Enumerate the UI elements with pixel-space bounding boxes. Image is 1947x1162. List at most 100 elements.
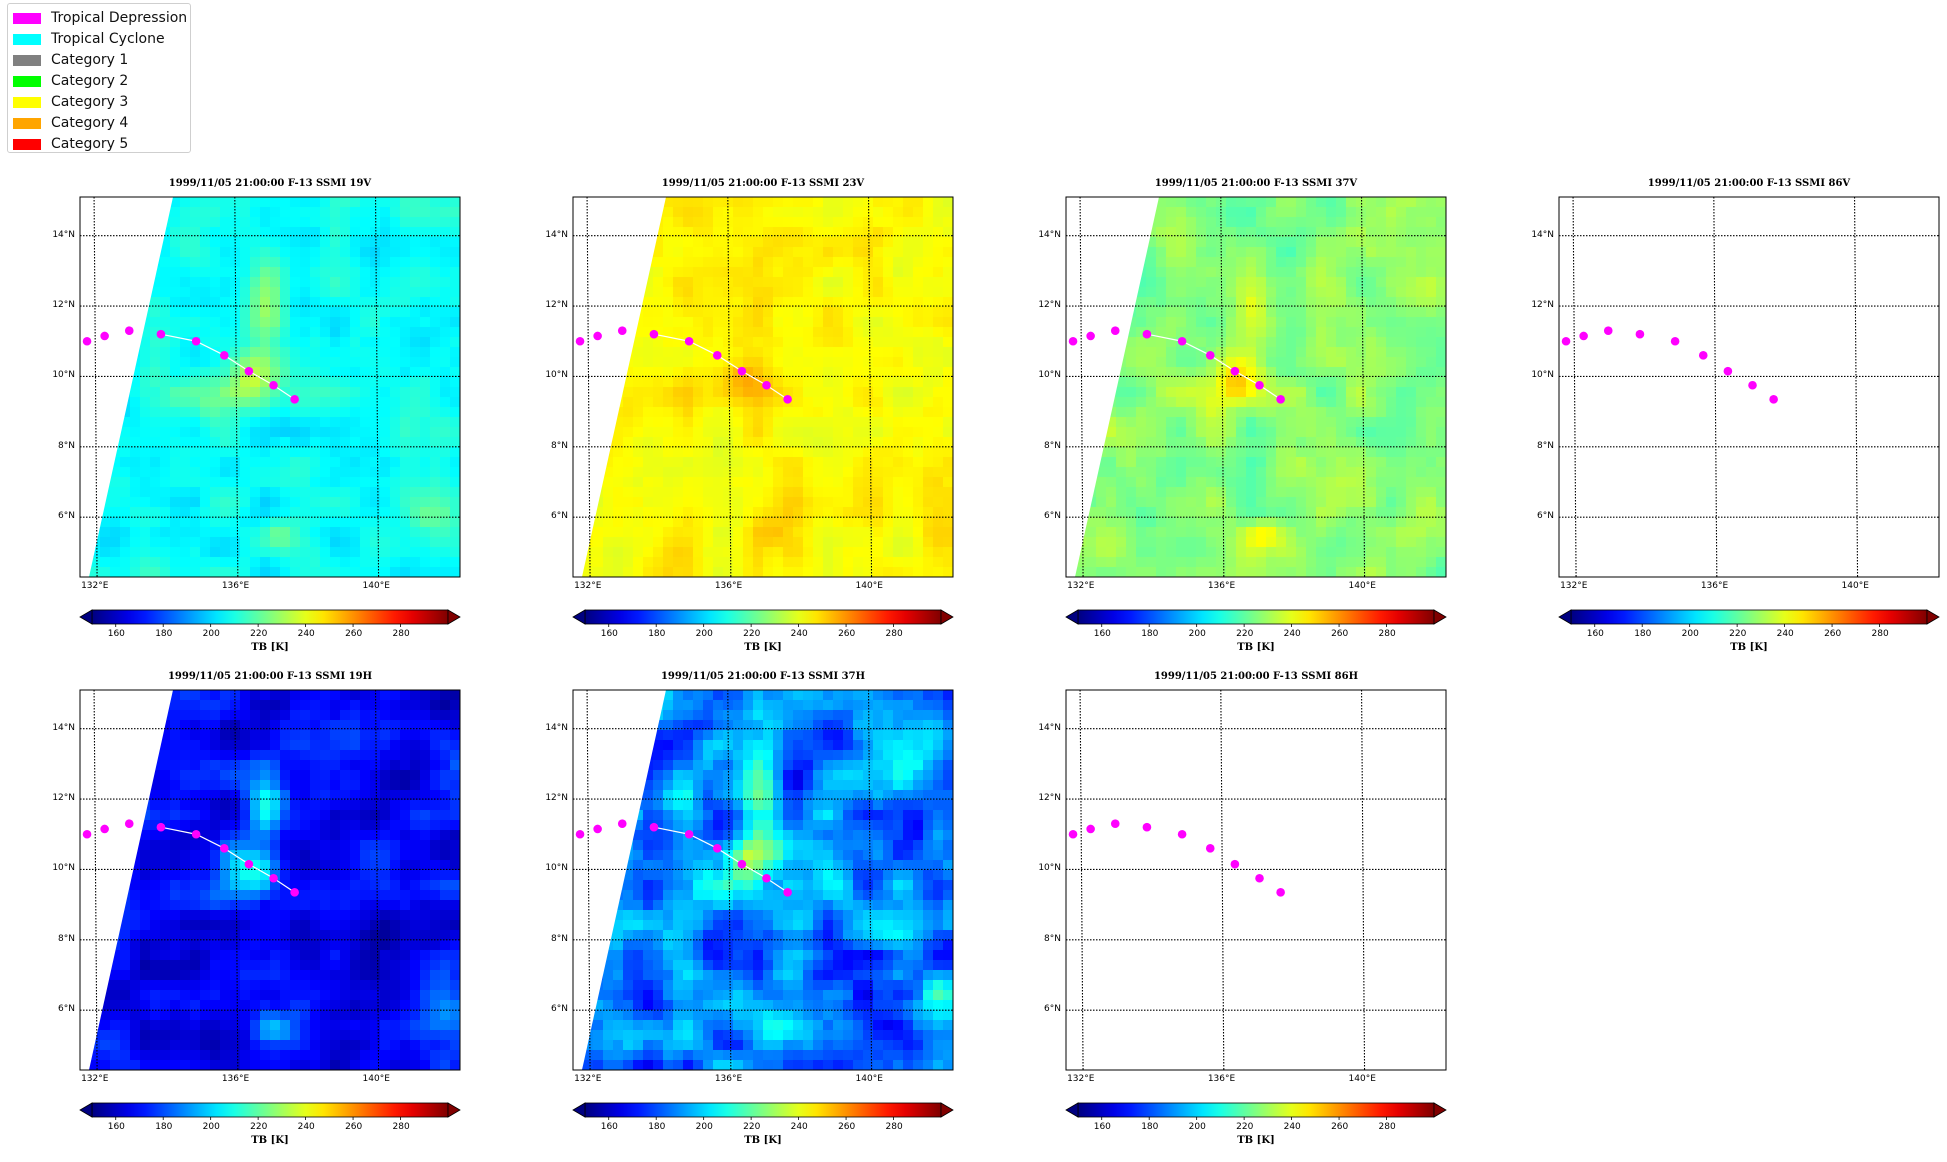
track-point [783,888,792,897]
colorbar-tick-label: 260 [1331,1122,1349,1132]
colorbar-tick-label: 280 [1871,629,1889,639]
track-point [1276,888,1285,897]
track-point [1723,366,1733,376]
y-tick-label: 14°N [545,229,568,240]
track-point [1748,380,1757,390]
meridian-line [1854,197,1859,577]
colorbar-tick-label: 180 [1141,1122,1159,1132]
track-point [1142,329,1152,339]
colorbar-tick-label: 180 [155,1122,173,1132]
track-point [100,331,109,341]
track-point [649,822,659,832]
track-point [737,859,747,869]
track-point [1142,822,1152,832]
colorbar-label: TB [K] [744,1135,782,1146]
x-tick-label: 132°E [81,581,109,591]
panel-title: 1999/11/05 21:00:00 F-13 SSMI 37H [660,671,866,682]
x-tick-label: 140°E [362,581,390,591]
map-svg [572,689,954,1120]
x-tick-label: 140°E [855,1074,883,1084]
colorbar-tick-label: 200 [202,629,220,639]
tb-field [573,197,953,577]
map-panel-86v: 1999/11/05 21:00:00 F-13 SSMI 86V 6°N 8°N 1… [1479,178,1947,668]
colorbar-tick-label: 240 [297,1122,315,1132]
y-tick-label: 10°N [52,863,75,874]
swath-gap [573,690,666,1070]
map-panel-23v: 1999/11/05 21:00:00 F-13 SSMI 23V 6°N 8°N 1… [493,178,963,668]
map-panel-19h: 1999/11/05 21:00:00 F-13 SSMI 19H 6°N 8°N 1… [0,671,470,1161]
track-point [269,380,278,390]
track-point [219,844,229,853]
legend-swatch [13,12,41,24]
y-tick-label: 6°N [58,511,75,522]
track-point [712,351,722,360]
y-tick-label: 10°N [52,370,75,381]
track-point [617,326,627,336]
colorbar-tick-label: 260 [1824,629,1842,639]
meridian-line [1220,690,1225,1070]
panel-title: 1999/11/05 21:00:00 F-13 SSMI 19V [168,178,372,189]
y-tick-label: 6°N [1537,511,1554,522]
track-point [124,819,134,829]
colorbar-tick-label: 260 [838,629,856,639]
map-svg [79,196,461,627]
track-point [684,336,694,346]
x-tick-label: 132°E [81,1074,109,1084]
legend-entry: Tropical Depression [13,8,187,28]
y-tick-label: 12°N [1038,300,1061,311]
colorbar-tick-label: 260 [1331,629,1349,639]
graticule [1066,197,1446,577]
colorbar-tick-label: 160 [1093,1122,1111,1132]
track-point [219,351,229,360]
meridian-line [727,197,732,577]
x-tick-label: 132°E [574,1074,602,1084]
legend-swatch [13,54,41,66]
track-point [1086,331,1095,341]
colorbar-tick-label: 280 [885,1122,903,1132]
colorbar-tick-label: 200 [1188,629,1206,639]
graticule [573,197,953,577]
y-tick-label: 8°N [58,933,75,944]
x-tick-label: 140°E [1841,581,1869,591]
meridian-line [1713,197,1718,577]
track-point [617,819,627,829]
track-point [1670,336,1680,346]
track-point [191,829,201,839]
graticule [80,690,460,1070]
panel-title: 1999/11/05 21:00:00 F-13 SSMI 23V [661,178,865,189]
track-point [82,336,92,346]
x-tick-label: 136°E [1700,581,1729,591]
colorbar-tick-label: 240 [1283,629,1301,639]
tb-field [573,690,953,1070]
track-point [124,326,134,336]
meridian-line [586,197,591,577]
map-panel-19v: 1999/11/05 21:00:00 F-13 SSMI 19V 6°N 8°N 1… [0,178,470,668]
track-point [593,824,602,834]
y-tick-label: 8°N [1044,933,1061,944]
track-point [593,331,602,341]
colorbar-extend-low [1065,1102,1079,1118]
panel-title: 1999/11/05 21:00:00 F-13 SSMI 19H [167,671,373,682]
track-point [783,395,792,404]
x-tick-label: 136°E [714,1074,743,1084]
graticule [1559,197,1939,577]
legend-swatch [13,33,41,45]
x-tick-label: 136°E [1207,581,1236,591]
legend-entry: Category 3 [13,92,128,112]
map-panel-37v: 1999/11/05 21:00:00 F-13 SSMI 37V 6°N 8°N 1… [986,178,1456,668]
track-point [575,336,585,346]
map-svg [79,689,461,1120]
colorbar-tick-label: 160 [1093,629,1111,639]
y-tick-label: 14°N [52,229,75,240]
y-tick-label: 14°N [1038,722,1061,733]
meridian-line [1220,197,1225,577]
legend-entry: Category 4 [13,113,128,133]
graticule [1066,690,1446,1070]
track-point [244,859,254,869]
meridian-line [868,690,873,1070]
track-point [1561,336,1571,346]
colorbar-tick-label: 220 [1236,1122,1254,1132]
track-point [1579,331,1588,341]
colorbar [1570,609,1928,625]
legend-label: Category 4 [51,115,129,131]
